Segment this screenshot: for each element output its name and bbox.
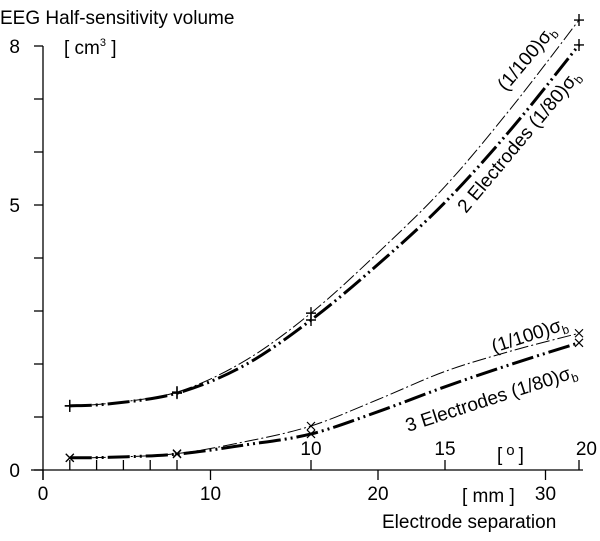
data-point-plus-marker: [172, 387, 182, 400]
y-tick-label: 5: [9, 196, 20, 217]
y-unit-sup: 3: [100, 37, 106, 49]
data-point-x-marker: [306, 429, 316, 439]
y-tick-label: 0: [9, 461, 20, 482]
x-tick-label: 0: [38, 484, 49, 505]
data-point-x-marker: [574, 338, 584, 348]
data-point-plus-marker: [306, 314, 316, 327]
series-label-text: 3 Electrodes (1/80)σ: [403, 363, 574, 436]
x2-tick-label: 10: [300, 439, 321, 460]
x2-tick-label: 20: [576, 439, 597, 460]
series-line-2: [69, 43, 581, 408]
series-label-text: 2 Electrodes (1/80)σ: [454, 72, 581, 218]
data-point-x-marker: [574, 328, 584, 338]
x-tick-label: 20: [367, 484, 388, 505]
y-unit-open: [ cm: [64, 38, 100, 59]
data-point-x-marker: [65, 453, 75, 463]
series-label-4: 3 Electrodes (1/80)σb: [403, 361, 581, 438]
x2-tick-label: 15: [434, 439, 455, 460]
series-labels: (1/100)σb2 Electrodes (1/80)σb(1/100)σb3…: [403, 21, 587, 438]
x2-unit-close: ]: [519, 445, 524, 466]
chart-title: EEG Half-sensitivity volume: [0, 8, 234, 29]
y-tick-label: 8: [9, 37, 20, 58]
series-label-text: (1/100)σ: [494, 26, 556, 95]
axes: 0 5 8 0 10 20 30 10 15 20: [9, 37, 597, 505]
x2-unit-open: [: [497, 445, 503, 466]
x-tick-label: 10: [200, 484, 221, 505]
series-label-3: (1/100)σb: [489, 313, 571, 359]
data-point-plus-marker: [574, 14, 584, 27]
series-line-1: [69, 19, 580, 407]
series-label-subscript: b: [560, 322, 571, 337]
x2-unit-deg: o: [506, 442, 514, 459]
x2-axis-unit: [o]: [497, 442, 524, 466]
y-unit-close: ]: [106, 38, 117, 59]
series-label-2: 2 Electrodes (1/80)σb: [454, 66, 587, 218]
data-point-x-marker: [172, 449, 182, 459]
data-point-plus-marker: [574, 38, 584, 51]
series-group: [64, 14, 584, 463]
series-label-subscript: b: [570, 370, 581, 385]
data-point-x-marker: [306, 421, 316, 431]
x-axis-unit: [ mm ]: [462, 486, 515, 507]
series-label-1: (1/100)σb: [494, 21, 562, 96]
x-tick-label: 30: [535, 484, 556, 505]
y-axis-unit: [ cm3 ]: [64, 37, 117, 59]
x-axis-title: Electrode separation: [382, 512, 556, 533]
data-point-plus-marker: [64, 399, 75, 412]
